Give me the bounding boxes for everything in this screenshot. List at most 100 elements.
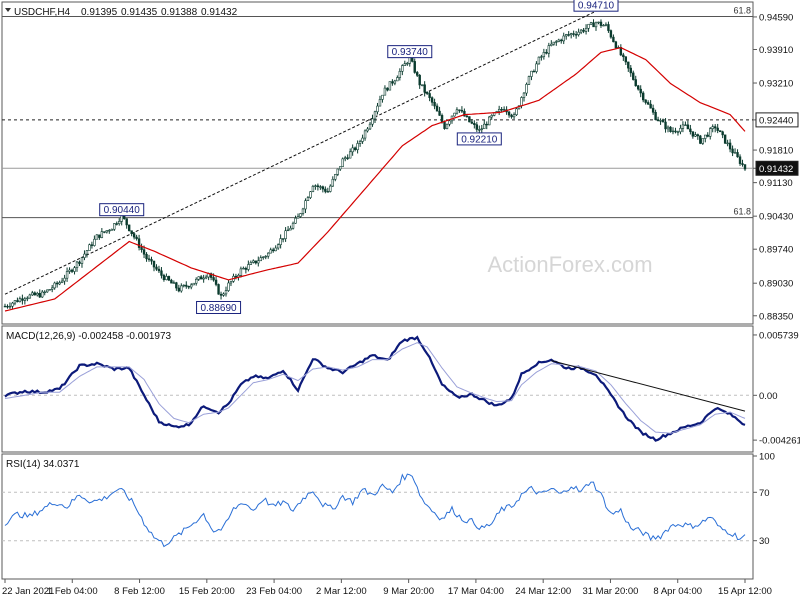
candle [587,23,590,32]
candle [671,127,675,135]
candle [254,260,258,265]
candle [659,118,662,125]
candle [565,33,568,40]
candle-body [296,216,300,219]
candle-body [83,253,86,258]
candle-body [709,128,712,137]
candle [726,139,729,147]
candle [95,234,99,240]
candle [473,120,476,129]
candle [105,230,109,234]
macd-layer [2,335,753,442]
candle [269,247,272,254]
candle-body [103,231,106,233]
x-tick-label: 24 Mar 12:00 [515,586,571,597]
candle [709,127,712,140]
candle-body [607,24,610,31]
candle-body [646,102,650,105]
candle [510,113,513,119]
candle-body [587,23,590,29]
candle-body [406,62,409,65]
candle [609,29,613,39]
candle [490,114,493,120]
candle [430,96,434,106]
candle [252,259,255,264]
candle-body [515,108,518,116]
candle-body [3,305,7,308]
candle-body [217,284,220,295]
candle-body [711,126,714,129]
candle-body [249,262,253,265]
candle [103,231,106,234]
candle [202,274,205,283]
candle [361,134,364,144]
candle-body [428,93,431,98]
candle [381,94,384,103]
candle-body [130,230,133,234]
candle-body [435,105,439,112]
candle-body [78,261,81,264]
candle-body [291,222,295,229]
candle [244,266,248,274]
candle [527,75,531,85]
candle-body [674,130,677,133]
candle [304,198,307,214]
candle-body [681,124,685,129]
candle [718,130,722,133]
candle [622,52,625,61]
candle [497,105,501,115]
annotation-label: 0.94710 [578,1,615,12]
candle-body [254,260,258,264]
price-y-tick-label: 0.94590 [759,12,793,23]
candle-body [16,300,19,303]
candle [46,289,49,293]
candle [515,107,518,116]
price-y-tick-label: 0.89740 [759,245,793,256]
candle-body [388,81,392,91]
candle [649,100,652,109]
candle-body [309,191,312,198]
candle-body [100,231,104,238]
candle-body [632,72,635,80]
candle [458,109,461,113]
candle-body [393,80,397,84]
candle [502,106,506,111]
candle [689,124,692,135]
candle [632,70,635,81]
candle [53,281,56,290]
candle-body [602,24,605,27]
candle [470,119,474,125]
candle [90,241,94,249]
candle-body [48,289,51,291]
candle [612,34,615,43]
candle-body [152,260,156,268]
price-annotation: 0.94710 [573,0,619,12]
candle-body [371,118,374,125]
candle-body [229,280,233,284]
candle-body [480,128,483,130]
candle-body [321,186,325,190]
annotation-box [456,132,502,146]
candle [38,289,41,299]
candle-body [13,300,17,304]
candle [420,84,424,87]
candle [306,196,310,201]
candle-body [110,228,113,231]
candle [329,184,332,193]
candle [723,134,727,144]
candle-body [460,109,464,112]
candle-body [276,244,280,249]
price-y-tick-label: 0.93210 [759,79,793,90]
candle [679,124,682,135]
candle-body [23,298,27,301]
candle [661,118,665,123]
candle [696,133,700,140]
candle-body [234,275,238,278]
candle-body [336,168,339,175]
x-tick-label: 2 Mar 12:00 [316,586,367,597]
candle [406,61,409,66]
candle [557,38,560,43]
candle-body [443,121,446,129]
candle [132,232,136,240]
